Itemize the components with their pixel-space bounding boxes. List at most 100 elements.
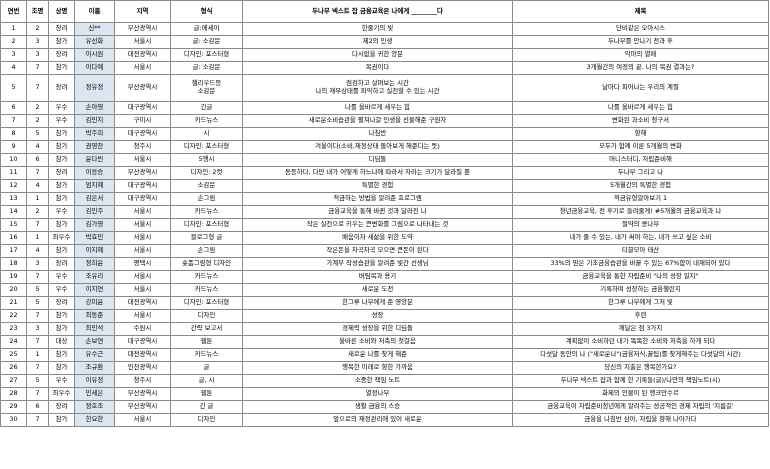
cell-format: 손그림 — [170, 192, 243, 206]
cell-award: 참가 — [48, 179, 75, 193]
cell-no: 19 — [0, 270, 27, 284]
table-row: 10 6 참가 윤다빈 서울시 5행시 디딤돌 머니스터디, 자립준비해 — [0, 153, 769, 167]
header-award: 상명 — [48, 0, 75, 23]
cell-name: 박효민 — [74, 231, 115, 245]
cell-format: 5행시 — [170, 153, 243, 167]
cell-prompt: 버팀목과 용기 — [242, 270, 513, 284]
cell-prompt: 작은 실천으로 키우는 큰변화를 그림으로 나타내는 것 — [242, 218, 513, 232]
cell-format: 카드뉴스 — [170, 283, 243, 297]
cell-team: 3 — [26, 257, 49, 271]
cell-name: 김가영 — [74, 218, 115, 232]
cell-team: 4 — [26, 244, 49, 258]
cell-award: 최우수 — [48, 231, 75, 245]
cell-team: 2 — [26, 114, 49, 128]
cell-region: 대구광역시 — [114, 127, 171, 141]
cell-title: 머니스터디, 자립준비해 — [512, 153, 769, 167]
cell-name: 유선화 — [74, 35, 115, 49]
cell-award: 장려 — [48, 166, 75, 180]
cell-region: 부산광역시 — [114, 387, 171, 401]
cell-no: 3 — [0, 48, 27, 62]
header-name: 이름 — [74, 0, 115, 23]
cell-format: 글, 시 — [170, 374, 243, 388]
cell-region: 서울시 — [114, 218, 171, 232]
cell-award: 참가 — [48, 153, 75, 167]
cell-name: 손아영 — [74, 101, 115, 115]
cell-title: 적금유형알아보기 1 — [512, 192, 769, 206]
cell-no: 25 — [0, 348, 27, 362]
cell-prompt: 한그루 나무에게 준 영양분 — [242, 296, 513, 310]
cell-name: 정호조 — [74, 400, 115, 414]
cell-region: 청주시 — [114, 140, 171, 154]
cell-title: 금융교육을 통한 자립준비 "나의 성장 일지" — [512, 270, 769, 284]
cell-prompt: 특별한 경험 — [242, 179, 513, 193]
cell-region: 서울시 — [114, 61, 171, 75]
cell-award: 최우수 — [48, 387, 75, 401]
cell-format: 블로그형 글 — [170, 231, 243, 245]
cell-award: 장려 — [48, 22, 75, 36]
cell-title: 절약의 콩나무 — [512, 218, 769, 232]
cell-team: 7 — [26, 413, 49, 427]
cell-format: 손그림 — [170, 244, 243, 258]
cell-region: 인천광역시 — [114, 361, 171, 375]
cell-team: 5 — [26, 127, 49, 141]
cell-region: 서울시 — [114, 231, 171, 245]
cell-award: 참가 — [48, 322, 75, 336]
cell-name: 김민지 — [74, 114, 115, 128]
cell-team: 1 — [26, 231, 49, 245]
cell-team: 7 — [26, 270, 49, 284]
cell-prompt: 제2의 인생 — [242, 35, 513, 49]
cell-prompt: 생활 금융의 스승 — [242, 400, 513, 414]
cell-team: 6 — [26, 400, 49, 414]
cell-format: 카드뉴스 — [170, 114, 243, 128]
cell-award: 장려 — [48, 400, 75, 414]
cell-award: 참가 — [48, 140, 75, 154]
cell-title: 항해 — [512, 127, 769, 141]
header-region: 지역 — [114, 0, 171, 23]
table-row: 2 3 참가 유선화 서울시 글: 소감문 제2의 인생 두나무를 만나기 전과 후 — [0, 35, 769, 49]
cell-title: 두나무 그리고 나 — [512, 166, 769, 180]
cell-title: 3개월간의 여정의 끝. 나의 복권 결과는? — [512, 61, 769, 75]
table-row: 1 2 장려 신** 부산광역시 글:에세이 한줄기의 빛 단비같은 오아시스 — [0, 22, 769, 36]
table-row: 3 3 장려 이시원 대전광역시 디자인: 포스터형 다시없을 귀한 양분 악마의 열매 — [0, 48, 769, 62]
table-row: 11 7 장려 이응승 부산광역시 디자인: 2컷 동등하다, 다만 내가 어떻게 하느냐에… — [0, 166, 769, 180]
header-format: 형식 — [170, 0, 243, 23]
cell-format: 글 — [170, 361, 243, 375]
cell-format: 디자인 — [170, 309, 243, 323]
cell-title: 한그루 나무에게 그저 빛 — [512, 296, 769, 310]
cell-region: 대전광역시 — [114, 348, 171, 362]
cell-no: 6 — [0, 101, 27, 115]
cell-award: 우수 — [48, 283, 75, 297]
cell-award: 참가 — [48, 127, 75, 141]
cell-no: 16 — [0, 231, 27, 245]
header-team: 조명 — [26, 0, 49, 23]
cell-region: 대전광역시 — [114, 296, 171, 310]
cell-prompt: 행복한 미래로 향한 가까움 — [242, 361, 513, 375]
cell-title: 단비같은 오아시스 — [512, 22, 769, 36]
cell-format: 디자인: 포스터형 — [170, 140, 243, 154]
cell-no: 21 — [0, 296, 27, 310]
cell-region: 대구광역시 — [114, 335, 171, 349]
table-row: 21 5 장려 강미윤 대전광역시 디자인: 포스터형 한그루 나무에게 준 영양분 한그루 … — [0, 296, 769, 310]
header-row: 연번 조명 상명 이름 지역 형식 두나무 넥스트 잡 금융교육은 나에게 __… — [0, 0, 769, 23]
cell-prompt: 겨울이다(소비,재정상태 돌아보게 해준다는 뜻) — [242, 140, 513, 154]
cell-format: 챌리우드등 소감문 — [170, 74, 243, 102]
cell-team: 7 — [26, 361, 49, 375]
cell-team: 4 — [26, 179, 49, 193]
cell-prompt: 배움이자 새삶을 위한 도약 — [242, 231, 513, 245]
cell-prompt: 다시없을 귀한 양분 — [242, 48, 513, 62]
cell-team: 7 — [26, 74, 49, 102]
cell-prompt: 경제력 성장을 위한 디딤돌 — [242, 322, 513, 336]
cell-award: 참가 — [48, 348, 75, 362]
cell-no: 29 — [0, 400, 27, 414]
cell-title: 모두가 함께 이룬 5개월의 변화 — [512, 140, 769, 154]
cell-award: 참가 — [48, 413, 75, 427]
cell-no: 20 — [0, 283, 27, 297]
cell-team: 4 — [26, 140, 49, 154]
cell-format: 글: 소감문 — [170, 61, 243, 75]
header-no: 연번 — [0, 0, 27, 23]
cell-no: 18 — [0, 257, 27, 271]
cell-team: 7 — [26, 166, 49, 180]
cell-prompt: 앞으로의 재정관리에 있어 새로운 — [242, 413, 513, 427]
header-prompt: 두나무 넥스트 잡 금융교육은 나에게 ________다 — [242, 0, 513, 23]
cell-name: 이시원 — [74, 48, 115, 62]
